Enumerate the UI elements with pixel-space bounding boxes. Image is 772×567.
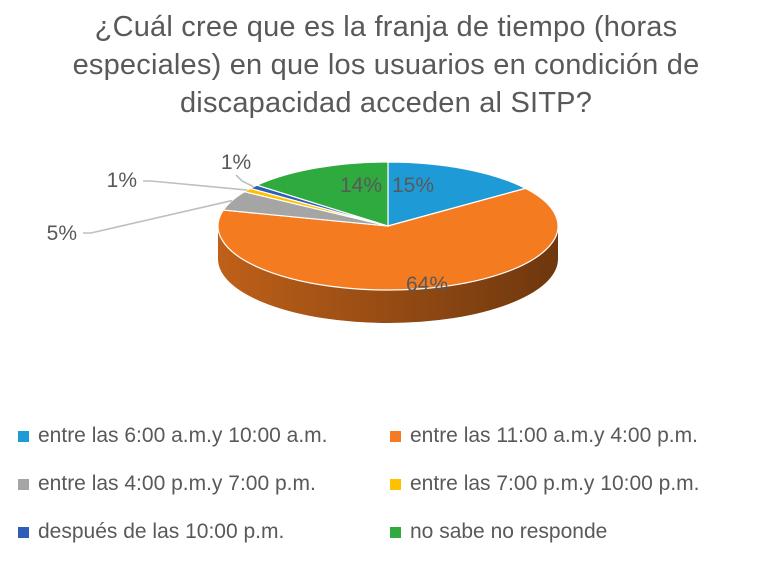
legend-swatch-1	[390, 430, 401, 442]
pie-side-1	[218, 226, 558, 323]
chart-title-line-2: especiales) en que los usuarios en condi…	[72, 49, 700, 81]
leader-line-2	[83, 199, 233, 234]
legend-item-0: entre las 6:00 a.m.y 10:00 a.m.	[18, 423, 390, 449]
chart-title-line-1: ¿Cuál cree que es la franja de tiempo (h…	[94, 11, 678, 43]
data-label-0: 15%	[392, 174, 434, 197]
data-label-4: 1%	[221, 151, 251, 174]
legend-item-3: entre las 7:00 p.m.y 10:00 p.m.	[390, 471, 762, 497]
legend-label-1: entre las 11:00 a.m.y 4:00 p.m.	[410, 424, 698, 447]
pie-slice-0	[387, 161, 527, 227]
data-label-2: 5%	[47, 222, 77, 245]
legend-swatch-3	[390, 478, 401, 490]
legend-label-4: después de las 10:00 p.m.	[38, 520, 285, 543]
chart-title: ¿Cuál cree que es la franja de tiempo (h…	[0, 8, 772, 122]
pie-slice-1	[217, 187, 559, 291]
legend-item-5: no sabe no responde	[390, 519, 762, 545]
legend-item-2: entre las 4:00 p.m.y 7:00 p.m.	[18, 471, 390, 497]
leader-line-4	[235, 174, 255, 188]
chart-title-line-3: discapacidad acceden al SITP?	[179, 87, 593, 119]
legend-item-1: entre las 11:00 a.m.y 4:00 p.m.	[390, 423, 762, 449]
legend-swatch-5	[390, 526, 401, 538]
legend-swatch-2	[18, 478, 29, 490]
legend: entre las 6:00 a.m.y 10:00 a.m. entre las…	[18, 423, 763, 545]
data-label-1: 64%	[406, 273, 448, 296]
legend-label-2: entre las 4:00 p.m.y 7:00 p.m.	[38, 472, 316, 495]
pie-slice-5	[256, 161, 389, 227]
data-label-5: 14%	[340, 174, 382, 197]
legend-swatch-4	[18, 526, 29, 538]
legend-item-4: después de las 10:00 p.m.	[18, 519, 390, 545]
legend-swatch-0	[18, 430, 29, 442]
legend-label-0: entre las 6:00 a.m.y 10:00 a.m.	[38, 424, 328, 447]
data-label-3: 1%	[107, 169, 137, 192]
leader-line-3	[143, 180, 248, 191]
legend-label-5: no sabe no responde	[410, 520, 608, 543]
legend-label-3: entre las 7:00 p.m.y 10:00 p.m.	[410, 472, 700, 495]
